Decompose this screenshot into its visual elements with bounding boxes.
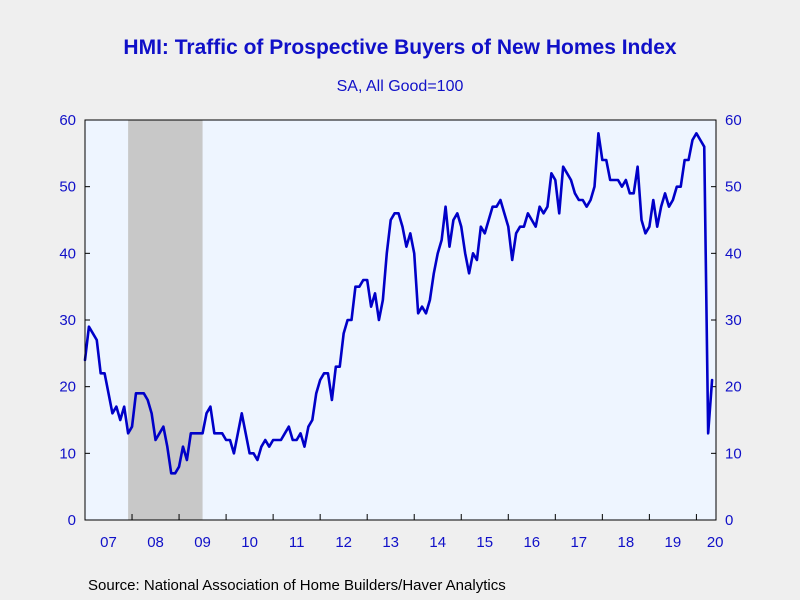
y-tick-label-left: 0 bbox=[68, 512, 76, 529]
chart-title: HMI: Traffic of Prospective Buyers of Ne… bbox=[123, 36, 677, 59]
y-tick-label-left: 10 bbox=[59, 445, 76, 462]
y-tick-label-left: 50 bbox=[59, 179, 76, 196]
x-tick-label: 09 bbox=[194, 534, 211, 551]
x-tick-label: 17 bbox=[570, 534, 587, 551]
x-tick-label: 13 bbox=[382, 534, 399, 551]
x-tick-label: 16 bbox=[523, 534, 540, 551]
y-tick-label-left: 40 bbox=[59, 245, 76, 262]
series-layer bbox=[83, 132, 714, 475]
y-tick-label-right: 60 bbox=[725, 112, 742, 129]
x-tick-label: 20 bbox=[707, 534, 724, 551]
y-tick-label-right: 30 bbox=[725, 312, 742, 329]
x-tick-label: 14 bbox=[429, 534, 446, 551]
x-tick-label: 08 bbox=[147, 534, 164, 551]
x-tick-label: 11 bbox=[289, 534, 305, 551]
x-tick-label: 10 bbox=[241, 534, 258, 551]
x-tick-label: 07 bbox=[100, 534, 117, 551]
y-tick-label-left: 20 bbox=[59, 379, 76, 396]
axis-labels-layer: 0 0 10 10 20 20 30 30 40 40 50 50 60 60 07 08 09 10 11 12 13… bbox=[59, 112, 741, 551]
series-line-0 bbox=[83, 132, 714, 475]
x-tick-label: 19 bbox=[665, 534, 682, 551]
axis-ticks-layer bbox=[85, 119, 716, 521]
recession-shading-layer bbox=[128, 120, 203, 520]
y-tick-label-right: 10 bbox=[725, 445, 742, 462]
x-tick-label: 18 bbox=[618, 534, 635, 551]
recession-shade-0 bbox=[128, 120, 203, 520]
y-tick-label-right: 50 bbox=[725, 179, 742, 196]
plot-frame bbox=[84, 119, 717, 521]
source-note: Source: National Association of Home Bui… bbox=[88, 577, 506, 594]
x-tick-label: 15 bbox=[476, 534, 493, 551]
y-tick-label-left: 30 bbox=[59, 312, 76, 329]
y-tick-label-right: 0 bbox=[725, 512, 733, 529]
y-tick-label-left: 60 bbox=[59, 112, 76, 129]
y-tick-label-right: 40 bbox=[725, 245, 742, 262]
y-tick-label-right: 20 bbox=[725, 379, 742, 396]
chart-subtitle: SA, All Good=100 bbox=[336, 78, 464, 95]
x-tick-label: 12 bbox=[335, 534, 352, 551]
